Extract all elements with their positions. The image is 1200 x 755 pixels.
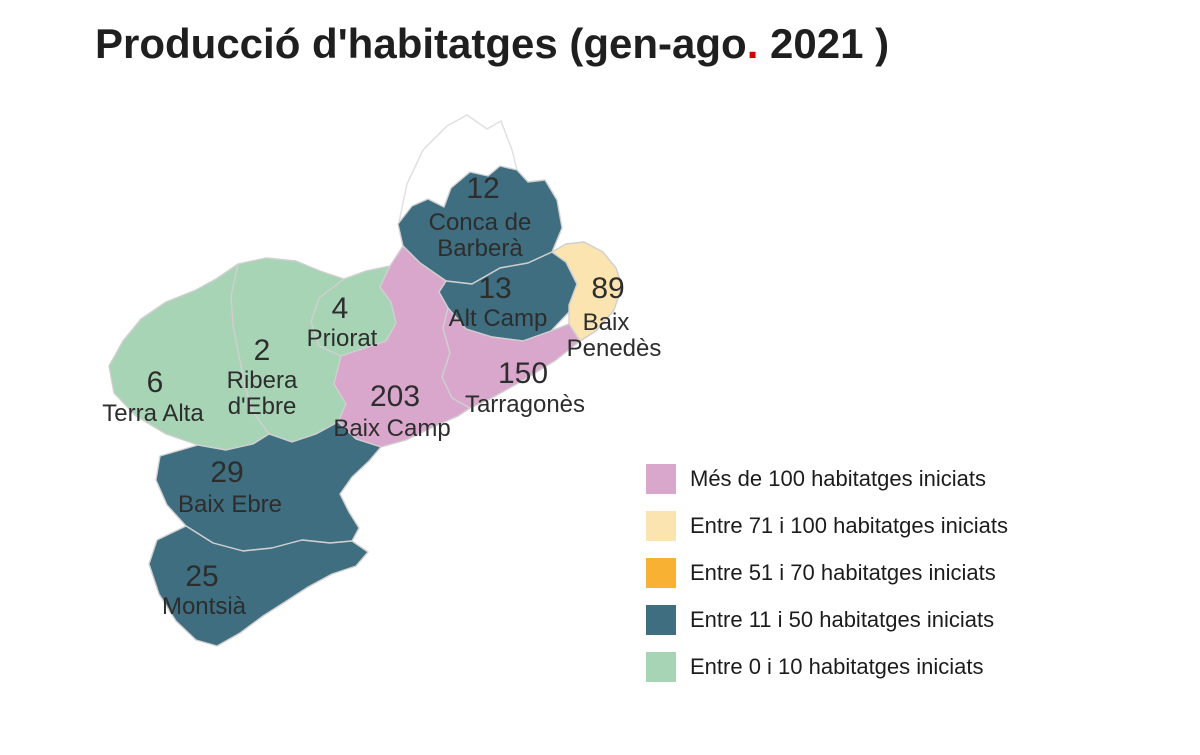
legend-swatch-71-100 xyxy=(646,511,676,541)
value-montsia: 25 xyxy=(185,560,218,593)
value-baix-penedes: 89 xyxy=(591,272,624,305)
label-ribera-d-ebre-line2: d'Ebre xyxy=(228,393,297,420)
label-conca-de-barbera-line2: Barberà xyxy=(437,235,523,262)
title-red-dot: . xyxy=(746,20,759,67)
value-priorat: 4 xyxy=(332,292,349,325)
legend-swatch-0-10 xyxy=(646,652,676,682)
legend-label-0-10: Entre 0 i 10 habitatges iniciats xyxy=(690,654,984,679)
title-text: Producció d'habitatges (gen-ago xyxy=(95,20,747,67)
label-conca-de-barbera-line1: Conca de xyxy=(429,209,532,236)
value-terra-alta: 6 xyxy=(147,366,164,399)
region-baix-camp xyxy=(333,245,471,448)
faint-neighbor-outline xyxy=(398,114,518,223)
legend-swatch-51-70 xyxy=(646,558,676,588)
label-baix-penedes-line1: Baix xyxy=(583,309,630,336)
value-baix-ebre: 29 xyxy=(210,456,243,489)
label-alt-camp: Alt Camp xyxy=(449,305,548,332)
legend-item-71-100: Entre 71 i 100 habitatges iniciats xyxy=(646,511,1008,541)
legend-label-mes-de-100: Més de 100 habitatges iniciats xyxy=(690,466,986,491)
label-tarragones: Tarragonès xyxy=(465,391,585,418)
region-baix-penedes xyxy=(551,241,623,342)
legend-item-0-10: Entre 0 i 10 habitatges iniciats xyxy=(646,652,1008,682)
legend-item-11-50: Entre 11 i 50 habitatges iniciats xyxy=(646,605,1008,635)
legend-label-11-50: Entre 11 i 50 habitatges iniciats xyxy=(690,607,995,632)
legend-label-71-100: Entre 71 i 100 habitatges iniciats xyxy=(690,513,1008,538)
legend-item-mes-de-100: Més de 100 habitatges iniciats xyxy=(646,464,1008,494)
legend-item-51-70: Entre 51 i 70 habitatges iniciats xyxy=(646,558,1008,588)
legend-swatch-mes-de-100 xyxy=(646,464,676,494)
legend-swatch-11-50 xyxy=(646,605,676,635)
region-tarragones xyxy=(441,307,581,409)
label-montsia: Montsià xyxy=(162,593,247,620)
page-title: Producció d'habitatges (gen-ago. 2021 ) xyxy=(95,20,889,68)
map-regions xyxy=(108,165,623,647)
value-tarragones: 150 xyxy=(498,357,548,390)
legend-label-51-70: Entre 51 i 70 habitatges iniciats xyxy=(690,560,996,585)
label-priorat: Priorat xyxy=(307,325,378,352)
title-year: 2021 ) xyxy=(758,20,890,67)
value-baix-camp: 203 xyxy=(370,380,420,413)
label-terra-alta: Terra Alta xyxy=(102,400,204,427)
legend: Més de 100 habitatges iniciats Entre 71 … xyxy=(646,464,1008,682)
label-ribera-d-ebre-line1: Ribera xyxy=(227,367,298,394)
map-labels: 12 Conca de Barberà 13 Alt Camp 89 Baix … xyxy=(102,172,661,620)
label-baix-ebre: Baix Ebre xyxy=(178,491,282,518)
value-conca-de-barbera: 12 xyxy=(466,172,499,205)
value-ribera-d-ebre: 2 xyxy=(254,334,271,367)
label-baix-penedes-line2: Penedès xyxy=(567,335,662,362)
region-montsia xyxy=(148,525,369,647)
label-baix-camp: Baix Camp xyxy=(333,415,450,442)
value-alt-camp: 13 xyxy=(478,272,511,305)
